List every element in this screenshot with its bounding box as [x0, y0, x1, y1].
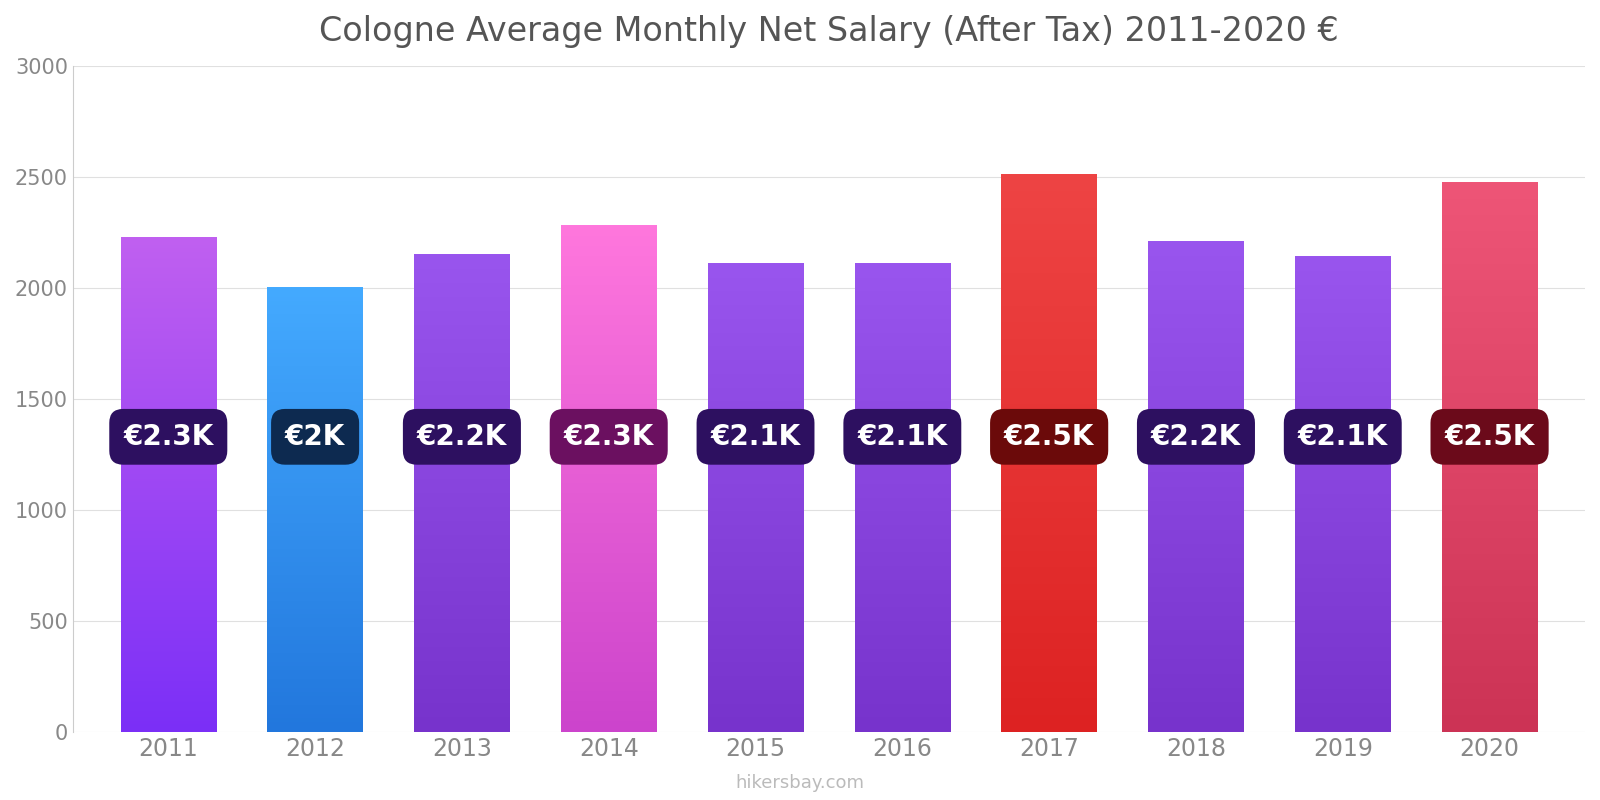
Text: €2.3K: €2.3K: [123, 423, 213, 451]
Text: €2.3K: €2.3K: [563, 423, 654, 451]
Text: hikersbay.com: hikersbay.com: [736, 774, 864, 792]
Text: €2.2K: €2.2K: [416, 423, 507, 451]
Text: €2.5K: €2.5K: [1003, 423, 1094, 451]
Text: €2.2K: €2.2K: [1150, 423, 1242, 451]
Text: €2.1K: €2.1K: [710, 423, 800, 451]
Text: €2.1K: €2.1K: [858, 423, 947, 451]
Title: Cologne Average Monthly Net Salary (After Tax) 2011-2020 €: Cologne Average Monthly Net Salary (Afte…: [318, 15, 1339, 48]
Text: €2.1K: €2.1K: [1298, 423, 1387, 451]
Text: €2K: €2K: [285, 423, 346, 451]
Text: €2.5K: €2.5K: [1445, 423, 1534, 451]
